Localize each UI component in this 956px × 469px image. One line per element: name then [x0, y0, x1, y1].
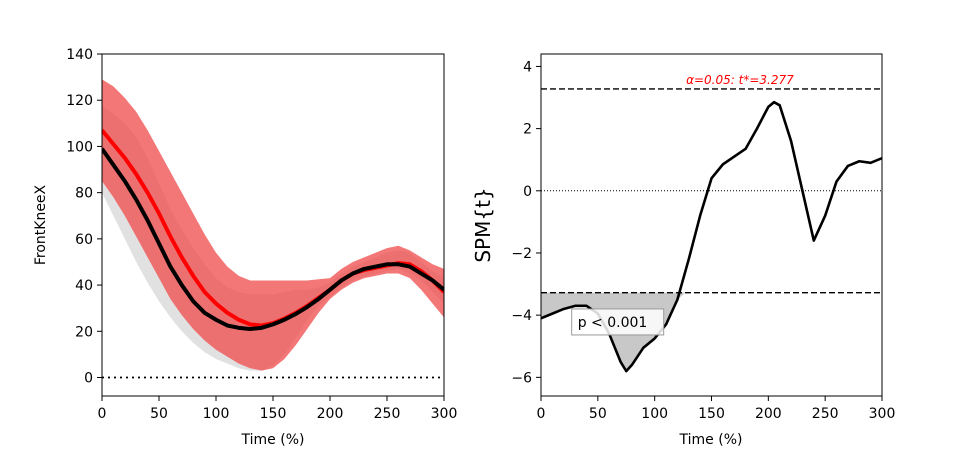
x-tick-label: 250 [374, 406, 401, 422]
pvalue-box-frame [571, 308, 665, 336]
left-plot: 0 50 100 150 200 250 300 0 20 40 60 80 100 120 140 Ti… [33, 47, 457, 448]
band-red-series [102, 79, 444, 371]
y-tick-label: 120 [66, 93, 93, 109]
right-x-ticks: 0 50 100 150 200 250 300 [537, 396, 896, 422]
right-x-axis-label: Time (%) [679, 432, 743, 448]
y-tick-label: −2 [511, 246, 532, 262]
threshold-label: α=0.05: t*=3.277 [686, 73, 794, 87]
right-plot: 0 50 100 150 200 250 300 −6 −4 −2 0 2 4 α=0.05: t*=… [471, 53, 896, 448]
y-tick-label: 4 [523, 59, 532, 75]
x-tick-label: 100 [203, 406, 230, 422]
left-y-axis-label: FrontKneeX [33, 184, 49, 265]
x-tick-label: 150 [698, 406, 725, 422]
x-tick-label: 150 [260, 406, 287, 422]
left-y-ticks: 0 20 40 60 80 100 120 140 [66, 47, 102, 387]
cluster-pvalue-box: p < 0.001 [571, 308, 665, 336]
x-tick-label: 0 [537, 406, 546, 422]
y-tick-label: 100 [66, 139, 93, 155]
y-tick-label: 60 [75, 232, 93, 248]
y-tick-label: −6 [511, 370, 532, 386]
left-plot-area [102, 79, 444, 379]
left-x-ticks: 0 50 100 150 200 250 300 [98, 396, 458, 422]
mean-line-black [102, 147, 444, 331]
right-y-axis-label: SPM{t} [471, 187, 495, 262]
x-tick-label: 50 [150, 406, 168, 422]
x-tick-label: 100 [641, 406, 668, 422]
right-y-ticks: −6 −4 −2 0 2 4 [511, 59, 541, 386]
right-axes-frame [540, 53, 883, 397]
x-tick-label: 200 [317, 406, 344, 422]
x-tick-label: 200 [755, 406, 782, 422]
y-tick-label: −4 [511, 308, 532, 324]
y-tick-label: 40 [75, 278, 93, 294]
y-tick-label: 0 [523, 184, 532, 200]
left-x-axis-label: Time (%) [241, 432, 305, 448]
y-tick-label: 0 [84, 371, 93, 387]
x-tick-label: 0 [98, 406, 107, 422]
x-tick-label: 300 [431, 406, 458, 422]
y-tick-label: 80 [75, 186, 93, 202]
x-tick-label: 300 [869, 406, 896, 422]
x-tick-label: 250 [812, 406, 839, 422]
y-tick-label: 140 [66, 47, 93, 63]
pvalue-text: p < 0.001 [578, 315, 648, 331]
y-tick-label: 2 [523, 122, 532, 138]
y-tick-label: 20 [75, 324, 93, 340]
x-tick-label: 50 [589, 406, 607, 422]
